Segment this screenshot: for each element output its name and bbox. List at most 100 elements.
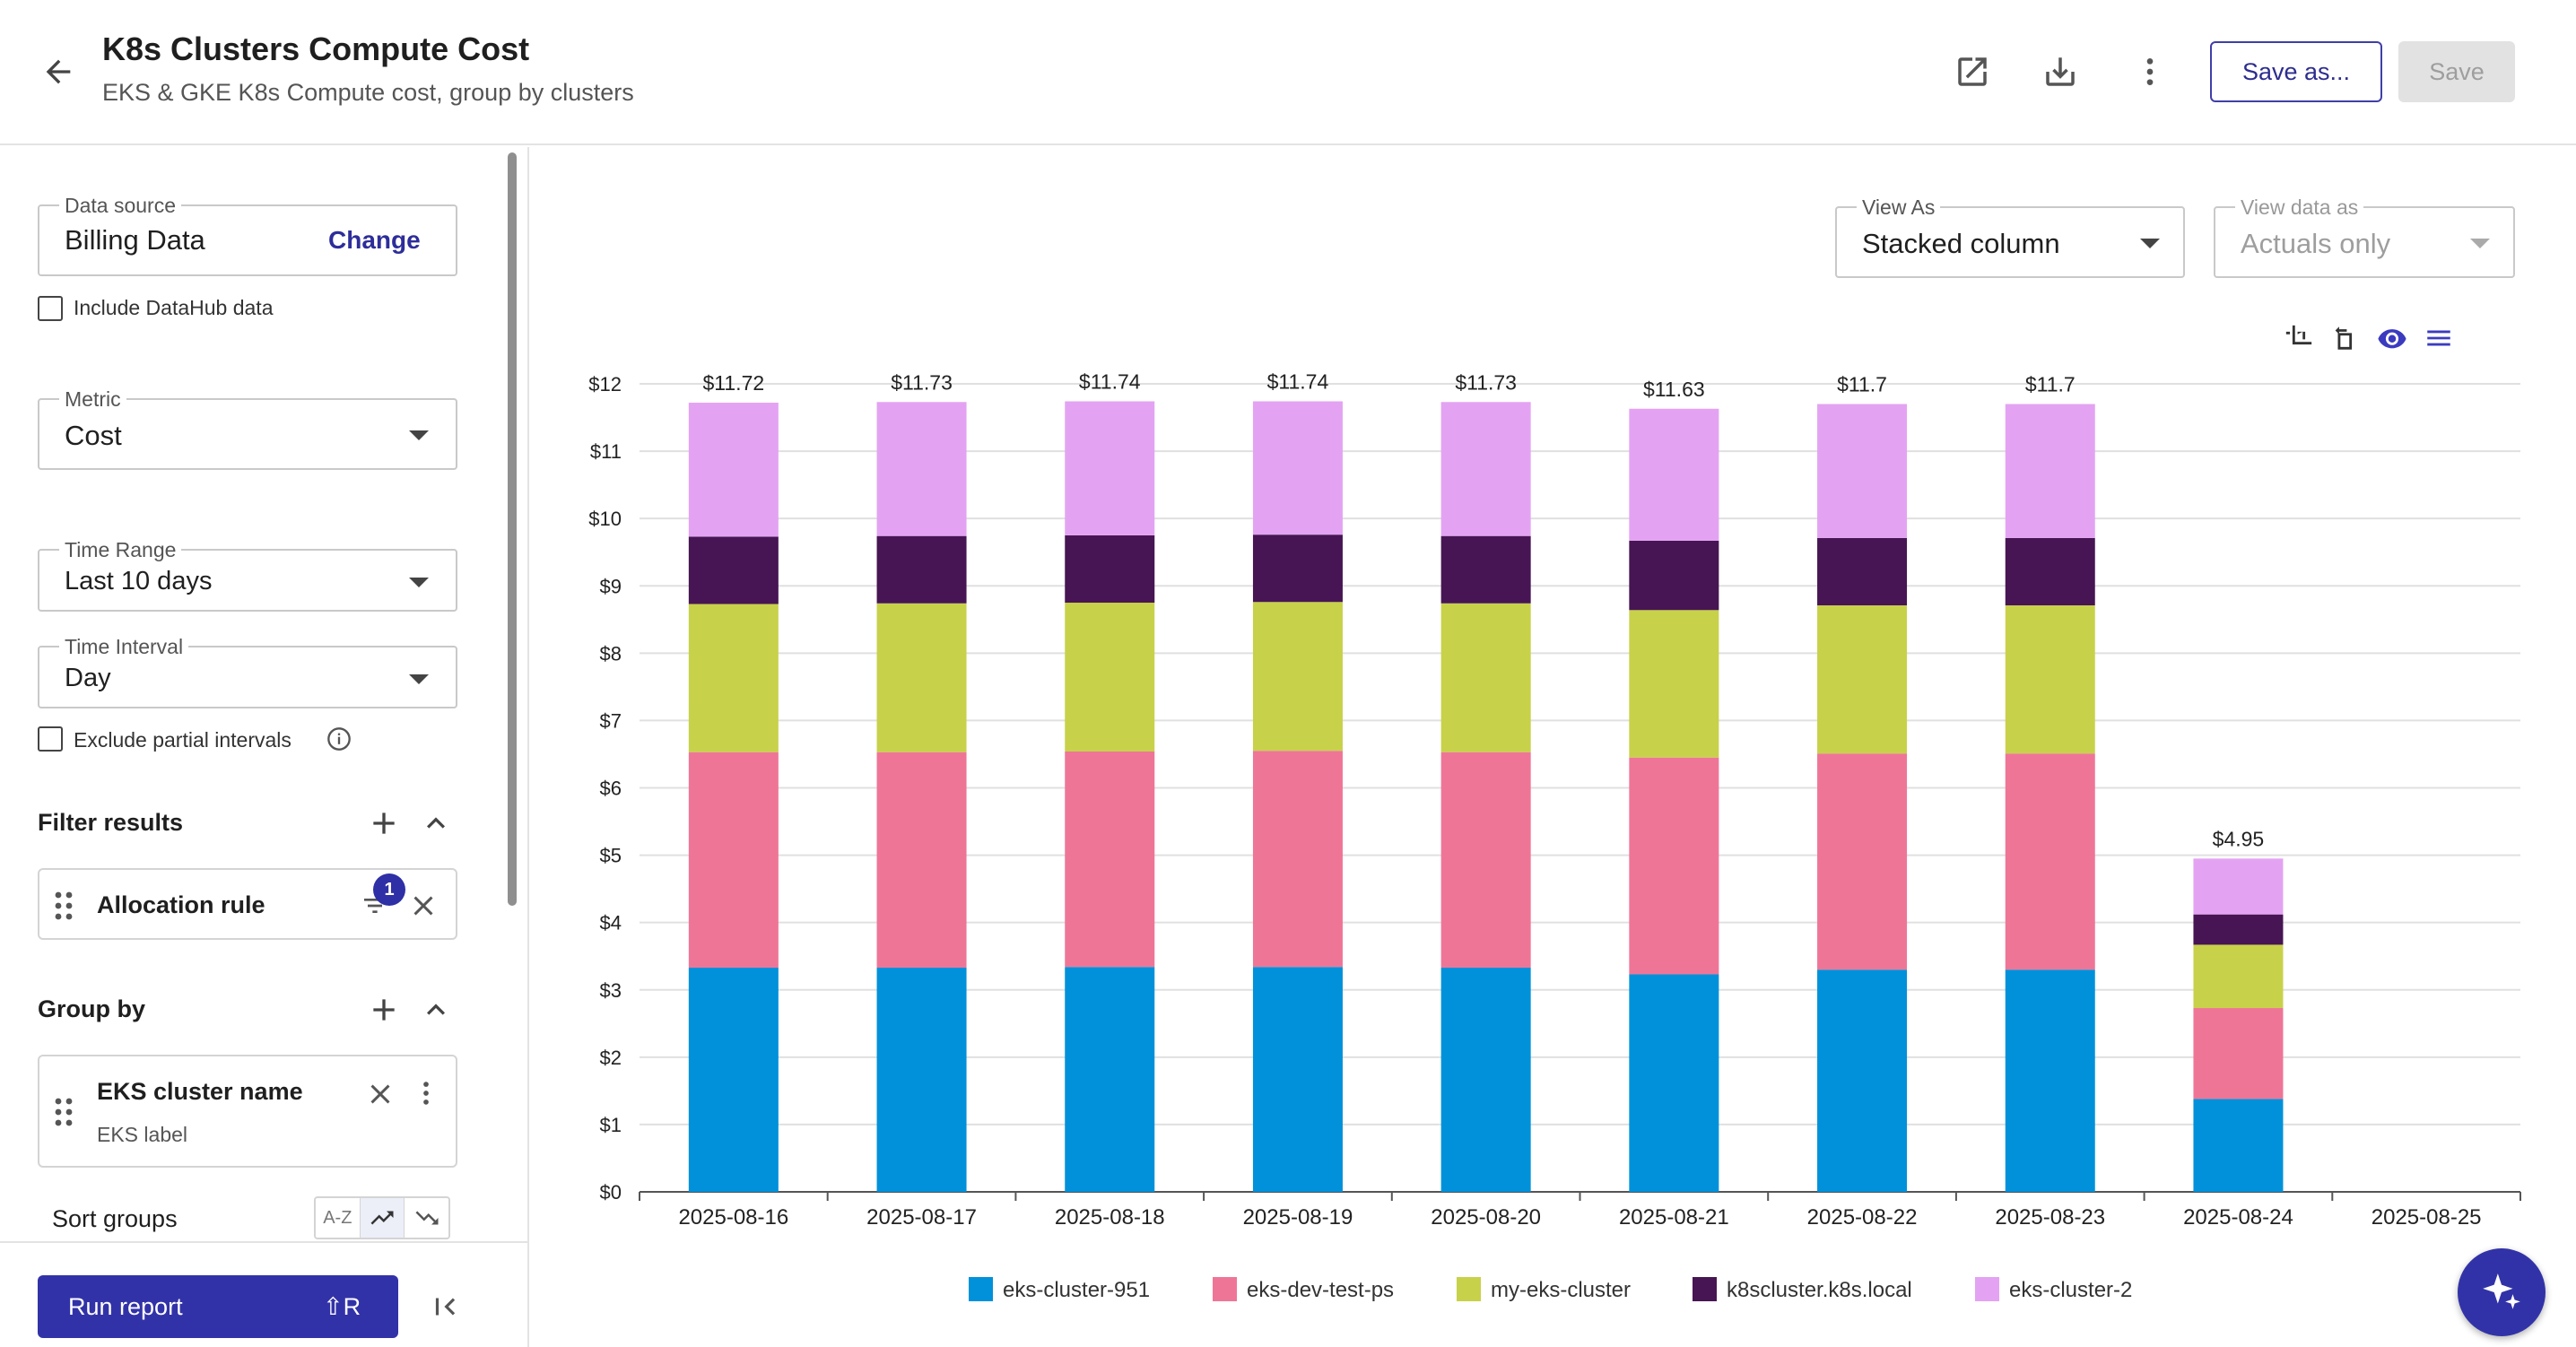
bar-segment[interactable] — [1440, 535, 1531, 604]
group-by-card[interactable]: EKS cluster name EKS label — [38, 1055, 457, 1168]
bar-segment[interactable] — [1817, 537, 1908, 606]
crop-icon[interactable] — [2284, 323, 2316, 355]
drag-handle-icon[interactable] — [52, 1096, 75, 1128]
change-data-source-button[interactable]: Change — [328, 226, 421, 254]
exclude-partial-checkbox[interactable] — [38, 726, 63, 752]
allocation-rule-filter-card[interactable]: Allocation rule 1 — [38, 868, 457, 940]
collapse-sidebar-icon[interactable] — [429, 1290, 465, 1325]
drag-handle-icon[interactable] — [52, 890, 75, 922]
legend-swatch[interactable] — [1975, 1277, 1999, 1301]
legend-swatch[interactable] — [969, 1277, 993, 1301]
collapse-filter-icon[interactable] — [418, 805, 454, 841]
view-as-select[interactable]: View As Stacked column — [1835, 196, 2185, 278]
bar-segment[interactable] — [2005, 404, 2095, 538]
bar-segment[interactable] — [2005, 605, 2095, 754]
reset-zoom-icon[interactable] — [2330, 323, 2363, 355]
bar-segment[interactable] — [1252, 401, 1343, 535]
bar-segment[interactable] — [1440, 603, 1531, 752]
x-tick-label: 2025-08-21 — [1619, 1205, 1729, 1230]
bar-segment[interactable] — [876, 603, 967, 752]
bar-segment[interactable] — [2193, 944, 2284, 1009]
bar-segment[interactable] — [2193, 1099, 2284, 1192]
x-tick-label: 2025-08-20 — [1431, 1205, 1541, 1230]
bar-segment[interactable] — [1440, 752, 1531, 968]
bar-segment[interactable] — [1065, 751, 1155, 968]
download-icon[interactable] — [2038, 49, 2083, 94]
save-button[interactable]: Save — [2398, 41, 2515, 102]
ai-assistant-sparkle-icon[interactable] — [2458, 1248, 2546, 1336]
bar-segment[interactable] — [1817, 753, 1908, 970]
data-source-field: Data source Billing Data Change — [38, 194, 457, 276]
legend-label[interactable]: eks-cluster-2 — [2009, 1278, 2132, 1302]
bar-segment[interactable] — [2193, 858, 2284, 915]
bar-segment[interactable] — [688, 604, 779, 752]
time-range-select[interactable]: Time Range Last 10 days — [38, 538, 457, 612]
close-icon[interactable] — [364, 1078, 396, 1110]
bar-segment[interactable] — [1629, 757, 1719, 975]
more-vert-icon[interactable] — [411, 1078, 441, 1110]
bar-segment[interactable] — [1629, 540, 1719, 611]
exclude-partial-label: Exclude partial intervals — [74, 728, 292, 752]
sidebar-scrollbar[interactable] — [508, 152, 517, 906]
bar-segment[interactable] — [876, 967, 967, 1192]
bar-segment[interactable] — [688, 752, 779, 968]
back-arrow-icon[interactable] — [36, 49, 81, 94]
run-report-button[interactable]: Run report ⇧R — [38, 1275, 398, 1338]
bar-segment[interactable] — [688, 536, 779, 604]
y-tick-label: $11 — [590, 440, 622, 463]
bar-segment[interactable] — [876, 402, 967, 536]
bar-segment[interactable] — [688, 967, 779, 1192]
bar-segment[interactable] — [1065, 534, 1155, 604]
bar-segment[interactable] — [876, 752, 967, 968]
legend-label[interactable]: my-eks-cluster — [1491, 1278, 1631, 1302]
legend-label[interactable]: k8scluster.k8s.local — [1727, 1278, 1912, 1302]
bar-segment[interactable] — [1817, 404, 1908, 538]
save-as-button[interactable]: Save as... — [2210, 41, 2382, 102]
collapse-group-icon[interactable] — [418, 992, 454, 1028]
sort-alpha-icon[interactable]: A-Z — [316, 1198, 361, 1238]
add-group-icon[interactable] — [366, 992, 402, 1028]
close-icon[interactable] — [407, 890, 439, 922]
metric-select[interactable]: Metric Cost — [38, 387, 457, 470]
legend-label[interactable]: eks-cluster-951 — [1003, 1278, 1150, 1302]
bar-segment[interactable] — [1817, 969, 1908, 1192]
bar-segment[interactable] — [1440, 967, 1531, 1192]
bar-segment[interactable] — [2005, 753, 2095, 970]
visibility-icon[interactable] — [2375, 323, 2411, 355]
include-datahub-checkbox[interactable] — [38, 296, 63, 321]
more-vert-icon[interactable] — [2128, 49, 2172, 94]
bar-segment[interactable] — [1252, 534, 1343, 603]
bar-segment[interactable] — [1252, 751, 1343, 968]
info-icon[interactable] — [326, 726, 352, 752]
sort-ascending-icon[interactable] — [360, 1198, 405, 1238]
bar-segment[interactable] — [1817, 605, 1908, 754]
bar-segment[interactable] — [1440, 402, 1531, 536]
bar-segment[interactable] — [1252, 602, 1343, 752]
bar-segment[interactable] — [2193, 914, 2284, 945]
legend-swatch[interactable] — [1457, 1277, 1481, 1301]
legend-label[interactable]: eks-dev-test-ps — [1247, 1278, 1394, 1302]
legend-swatch[interactable] — [1693, 1277, 1717, 1301]
bar-segment[interactable] — [1252, 967, 1343, 1192]
bar-segment[interactable] — [876, 535, 967, 604]
bar-segment[interactable] — [1065, 603, 1155, 752]
bar-segment[interactable] — [1629, 408, 1719, 541]
bar-segment[interactable] — [2005, 537, 2095, 606]
bar-segment[interactable] — [1065, 967, 1155, 1192]
bar-segment[interactable] — [2005, 969, 2095, 1192]
bar-segment[interactable] — [2193, 1008, 2284, 1099]
view-data-as-select[interactable]: View data as Actuals only — [2214, 196, 2515, 278]
x-tick-label: 2025-08-18 — [1055, 1205, 1165, 1230]
y-tick-label: $5 — [600, 845, 622, 867]
bar-segment[interactable] — [1629, 974, 1719, 1192]
add-filter-icon[interactable] — [366, 805, 402, 841]
filter-list-icon[interactable] — [361, 891, 391, 922]
menu-icon[interactable] — [2424, 323, 2456, 355]
time-interval-select[interactable]: Time Interval Day — [38, 635, 457, 708]
bar-segment[interactable] — [1629, 610, 1719, 758]
bar-segment[interactable] — [1065, 401, 1155, 535]
bar-segment[interactable] — [688, 403, 779, 537]
sort-descending-icon[interactable] — [405, 1198, 448, 1238]
legend-swatch[interactable] — [1213, 1277, 1237, 1301]
open-in-new-icon[interactable] — [1950, 49, 1995, 94]
